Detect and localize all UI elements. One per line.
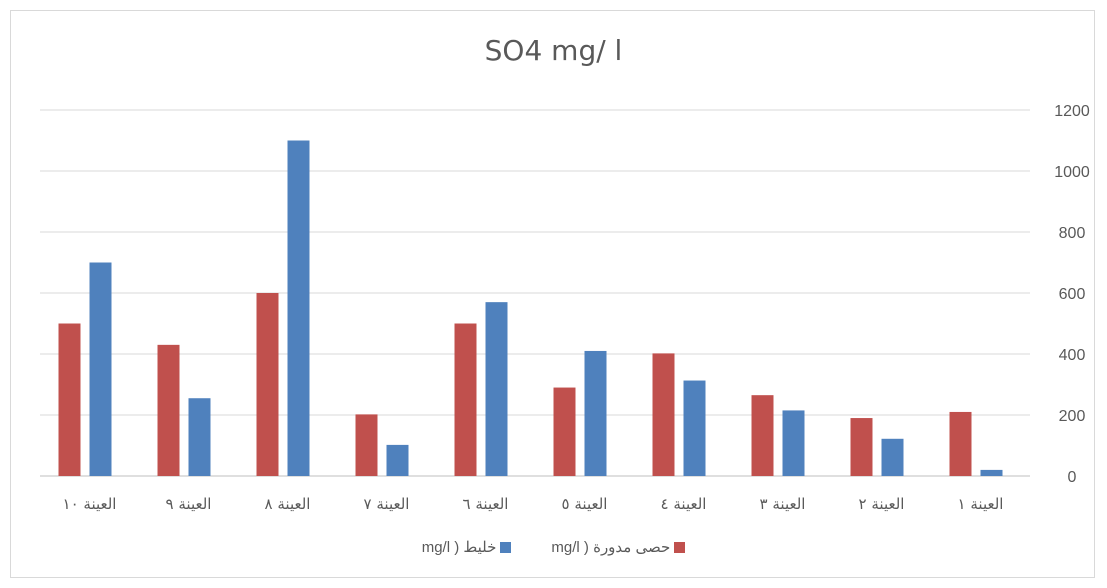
x-tick-label: العينة ٦ xyxy=(463,495,509,513)
bar xyxy=(157,344,180,476)
legend-swatch-series-1 xyxy=(674,541,686,553)
bar xyxy=(782,410,805,476)
legend-swatch-series-2 xyxy=(500,541,512,553)
x-tick-label: العينة ١٠ xyxy=(63,495,117,513)
bar xyxy=(980,469,1003,476)
bar xyxy=(881,438,904,476)
bar xyxy=(89,262,112,476)
x-tick-label: العينة ٤ xyxy=(661,495,707,513)
x-tick-label: العينة ٨ xyxy=(265,495,311,513)
legend: حصى مدورة ( mg/l خليط ( mg/l xyxy=(0,538,1107,556)
x-tick-label: العينة ٥ xyxy=(562,495,608,513)
y-tick-label: 800 xyxy=(1059,225,1086,242)
y-tick-label: 400 xyxy=(1059,347,1086,364)
bar xyxy=(256,293,279,476)
bar xyxy=(454,323,477,476)
bar xyxy=(287,140,310,476)
bar xyxy=(584,350,607,476)
bar xyxy=(58,323,81,476)
bar xyxy=(188,398,211,476)
y-tick-label: 200 xyxy=(1059,408,1086,425)
bar xyxy=(386,444,409,476)
x-tick-label: العينة ٩ xyxy=(166,495,212,513)
x-tick-label: العينة ٢ xyxy=(859,495,905,513)
y-tick-label: 1000 xyxy=(1054,164,1090,181)
chart-title: SO4 mg/ l xyxy=(484,34,623,67)
legend-label-series-1: حصى مدورة ( mg/l xyxy=(551,539,671,556)
bar xyxy=(485,302,508,476)
bar xyxy=(751,395,774,476)
legend-item-series-2: خليط ( mg/l xyxy=(422,538,512,556)
y-tick-label: 1200 xyxy=(1054,103,1090,120)
legend-label-series-2: خليط ( mg/l xyxy=(421,539,497,556)
bar xyxy=(949,411,972,476)
legend-item-series-1: حصى مدورة ( mg/l xyxy=(551,538,686,556)
bar xyxy=(850,418,873,476)
y-tick-label: 0 xyxy=(1068,469,1077,486)
x-tick-label: العينة ١ xyxy=(958,495,1004,513)
bar xyxy=(683,380,706,476)
bar xyxy=(355,414,378,476)
x-tick-label: العينة ٧ xyxy=(364,495,410,513)
chart-frame xyxy=(10,10,1095,578)
x-tick-label: العينة ٣ xyxy=(760,495,806,513)
bar xyxy=(553,387,576,476)
bar xyxy=(652,353,675,476)
y-tick-label: 600 xyxy=(1059,286,1086,303)
